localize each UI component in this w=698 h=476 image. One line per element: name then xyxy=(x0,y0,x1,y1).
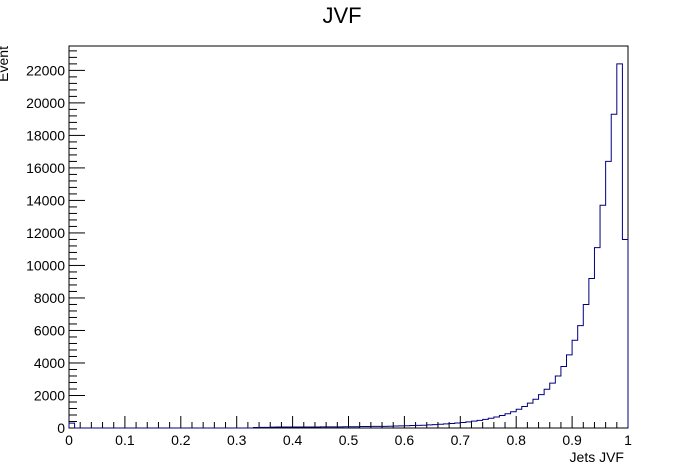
histogram-bin xyxy=(471,421,477,428)
histogram-bin xyxy=(522,407,528,428)
histogram-bin xyxy=(499,415,505,428)
histogram-bin xyxy=(544,389,550,428)
y-tick-label: 0 xyxy=(57,420,65,436)
x-tick-label: 0.4 xyxy=(283,432,303,448)
histogram-bin xyxy=(477,420,483,428)
histogram-bin xyxy=(466,422,472,428)
x-axis-label: Jets JVF xyxy=(570,449,624,465)
y-tick-label: 6000 xyxy=(34,322,65,338)
x-tick-label: 0.3 xyxy=(227,432,247,448)
histogram-bin xyxy=(69,423,75,428)
y-tick-label: 12000 xyxy=(26,225,65,241)
histogram-bin xyxy=(594,248,600,428)
y-tick-label: 22000 xyxy=(26,62,65,78)
y-tick-label: 20000 xyxy=(26,95,65,111)
histogram-bin xyxy=(483,419,489,428)
x-tick-label: 0.2 xyxy=(171,432,191,448)
histogram-bin xyxy=(432,425,438,428)
histogram-bin xyxy=(539,395,545,428)
histogram-bin xyxy=(488,418,494,428)
histogram-bin xyxy=(527,403,533,428)
y-tick-label: 18000 xyxy=(26,127,65,143)
histogram-bin xyxy=(516,409,522,428)
y-axis-label: Event xyxy=(0,46,11,82)
histogram-bin xyxy=(505,414,511,428)
histogram-bin xyxy=(533,399,539,428)
x-tick-label: 0.1 xyxy=(115,432,135,448)
x-axis: 0 0.1 0.2 0.3 0.4 0.5 0.6 0.7 0.8 0.9 1 xyxy=(65,416,632,448)
y-tick-label: 2000 xyxy=(34,387,65,403)
histogram-bin xyxy=(583,304,589,428)
histogram-bin xyxy=(455,423,461,428)
histogram-bin xyxy=(589,278,595,428)
histogram-bin xyxy=(550,383,556,428)
histogram-bin xyxy=(449,423,455,428)
histogram-bin xyxy=(611,114,617,428)
x-tick-label: 0.9 xyxy=(562,432,582,448)
x-tick-label: 0.5 xyxy=(339,432,359,448)
histogram-bin xyxy=(511,412,517,428)
x-tick-label: 1 xyxy=(624,432,632,448)
y-tick-label: 8000 xyxy=(34,290,65,306)
histogram-bins xyxy=(69,64,628,428)
x-tick-label: 0 xyxy=(65,432,73,448)
chart-title: JVF xyxy=(322,3,361,28)
histogram-bin xyxy=(555,376,561,428)
histogram-bin xyxy=(572,340,578,428)
y-tick-label: 10000 xyxy=(26,257,65,273)
histogram-bin xyxy=(438,424,444,428)
histogram-outline xyxy=(68,63,629,429)
histogram-bin xyxy=(578,326,584,428)
y-tick-label: 16000 xyxy=(26,160,65,176)
histogram-bin xyxy=(444,424,450,428)
x-tick-label: 0.6 xyxy=(395,432,415,448)
histogram-bin xyxy=(606,161,612,428)
histogram-bin xyxy=(460,422,466,428)
y-axis: 0 2000 4000 6000 8000 10000 12000 14000 16000 180… xyxy=(26,50,85,436)
histogram-bin xyxy=(617,64,623,428)
x-tick-label: 0.8 xyxy=(506,432,526,448)
x-tick-label: 0.7 xyxy=(451,432,471,448)
histogram-bin xyxy=(622,239,628,428)
histogram-bin xyxy=(494,417,500,428)
histogram-bin xyxy=(600,205,606,428)
y-tick-label: 4000 xyxy=(34,355,65,371)
histogram-bin xyxy=(567,355,573,428)
plot-frame xyxy=(68,45,629,429)
histogram-bin xyxy=(561,367,567,428)
y-tick-label: 14000 xyxy=(26,192,65,208)
